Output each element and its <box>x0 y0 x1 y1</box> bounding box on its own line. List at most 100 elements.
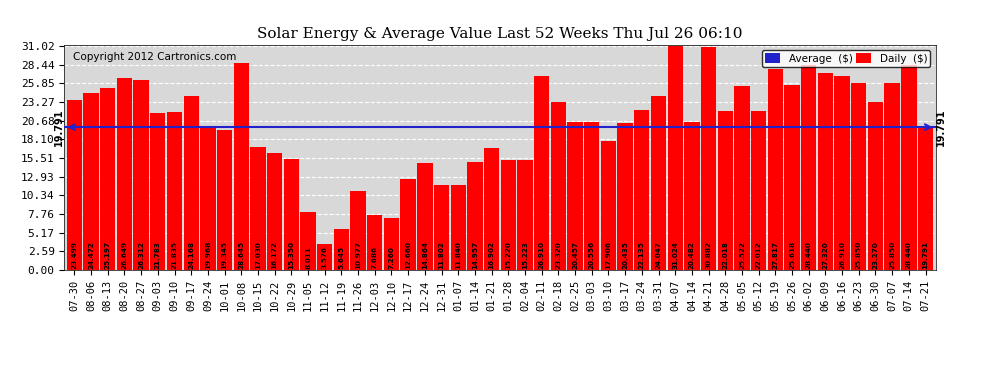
Bar <box>234 63 248 270</box>
Text: 24.168: 24.168 <box>188 241 194 269</box>
Text: 17.906: 17.906 <box>606 241 612 269</box>
Bar <box>467 162 482 270</box>
Bar <box>350 191 365 270</box>
Bar <box>901 65 917 270</box>
Bar <box>667 46 683 270</box>
Bar <box>183 96 199 270</box>
Text: 19.791: 19.791 <box>923 241 929 269</box>
Bar <box>784 85 800 270</box>
Text: 5.645: 5.645 <box>339 246 345 269</box>
Text: 25.197: 25.197 <box>105 241 111 269</box>
Text: 7.686: 7.686 <box>372 246 378 269</box>
Text: 24.047: 24.047 <box>655 241 661 269</box>
Bar <box>384 217 399 270</box>
Text: 19.791: 19.791 <box>936 108 945 146</box>
Text: 20.482: 20.482 <box>689 241 695 269</box>
Bar <box>117 78 132 270</box>
Text: 23.270: 23.270 <box>872 241 878 269</box>
Bar <box>735 86 749 270</box>
Text: 14.957: 14.957 <box>472 241 478 269</box>
Bar <box>818 73 833 270</box>
Text: 16.902: 16.902 <box>489 241 495 269</box>
Text: 14.864: 14.864 <box>422 241 428 269</box>
Text: 26.649: 26.649 <box>122 241 128 269</box>
Bar <box>401 178 416 270</box>
Text: 11.840: 11.840 <box>455 241 461 269</box>
Text: 28.440: 28.440 <box>806 241 812 269</box>
Text: 20.457: 20.457 <box>572 241 578 269</box>
Bar <box>801 65 817 270</box>
Text: 27.817: 27.817 <box>772 241 778 269</box>
Text: 21.835: 21.835 <box>171 241 177 269</box>
Bar <box>851 83 866 270</box>
Bar <box>217 130 233 270</box>
Legend: Average  ($), Daily  ($): Average ($), Daily ($) <box>761 50 931 67</box>
Text: 21.783: 21.783 <box>154 241 160 269</box>
Bar <box>83 93 99 270</box>
Title: Solar Energy & Average Value Last 52 Weeks Thu Jul 26 06:10: Solar Energy & Average Value Last 52 Wee… <box>257 27 742 41</box>
Text: 8.011: 8.011 <box>305 246 311 269</box>
Bar <box>567 122 583 270</box>
Text: 26.910: 26.910 <box>539 241 545 269</box>
Bar <box>284 159 299 270</box>
Bar <box>100 88 116 270</box>
Bar <box>450 184 466 270</box>
Bar <box>434 185 449 270</box>
Text: 26.312: 26.312 <box>139 241 145 269</box>
Text: 19.345: 19.345 <box>222 241 228 269</box>
Text: 30.882: 30.882 <box>706 241 712 269</box>
Text: 22.135: 22.135 <box>639 241 644 269</box>
Text: 28.645: 28.645 <box>239 241 245 269</box>
Text: 12.660: 12.660 <box>405 241 411 269</box>
Bar <box>767 69 783 270</box>
Bar <box>334 229 349 270</box>
Bar <box>718 111 733 270</box>
Text: 19.791: 19.791 <box>54 108 64 146</box>
Text: 16.172: 16.172 <box>271 241 277 269</box>
Text: 15.350: 15.350 <box>288 241 294 269</box>
Bar <box>134 80 148 270</box>
Bar <box>584 122 599 270</box>
Text: 27.320: 27.320 <box>823 241 829 269</box>
Bar <box>267 153 282 270</box>
Bar <box>751 111 766 270</box>
Text: 22.012: 22.012 <box>755 241 761 269</box>
Bar <box>918 127 934 270</box>
Text: 10.977: 10.977 <box>355 241 361 269</box>
Bar <box>417 163 433 270</box>
Text: 28.440: 28.440 <box>906 241 912 269</box>
Text: 23.320: 23.320 <box>555 241 561 269</box>
Text: 25.522: 25.522 <box>739 241 744 269</box>
Text: 25.850: 25.850 <box>855 241 861 269</box>
Text: 3.576: 3.576 <box>322 246 328 269</box>
Bar <box>534 76 549 270</box>
Bar <box>501 160 516 270</box>
Text: 15.223: 15.223 <box>522 241 528 269</box>
Text: 19.968: 19.968 <box>205 241 211 269</box>
Bar <box>167 112 182 270</box>
Text: 23.499: 23.499 <box>71 241 77 269</box>
Text: 20.435: 20.435 <box>622 241 628 269</box>
Text: Copyright 2012 Cartronics.com: Copyright 2012 Cartronics.com <box>73 52 237 62</box>
Text: 20.556: 20.556 <box>589 241 595 269</box>
Bar <box>835 76 849 270</box>
Bar <box>550 102 566 270</box>
Text: 24.472: 24.472 <box>88 241 94 269</box>
Text: 15.220: 15.220 <box>505 241 511 269</box>
Text: 7.260: 7.260 <box>388 246 394 269</box>
Bar <box>150 113 165 270</box>
Bar <box>518 160 533 270</box>
Text: 26.910: 26.910 <box>840 241 845 269</box>
Bar <box>200 126 216 270</box>
Bar <box>884 83 900 270</box>
Bar <box>650 96 666 270</box>
Bar <box>618 123 633 270</box>
Bar <box>635 110 649 270</box>
Bar <box>250 147 265 270</box>
Bar <box>601 141 616 270</box>
Bar <box>868 102 883 270</box>
Text: 11.802: 11.802 <box>439 241 445 269</box>
Bar <box>367 214 382 270</box>
Bar <box>317 244 333 270</box>
Text: 31.024: 31.024 <box>672 241 678 269</box>
